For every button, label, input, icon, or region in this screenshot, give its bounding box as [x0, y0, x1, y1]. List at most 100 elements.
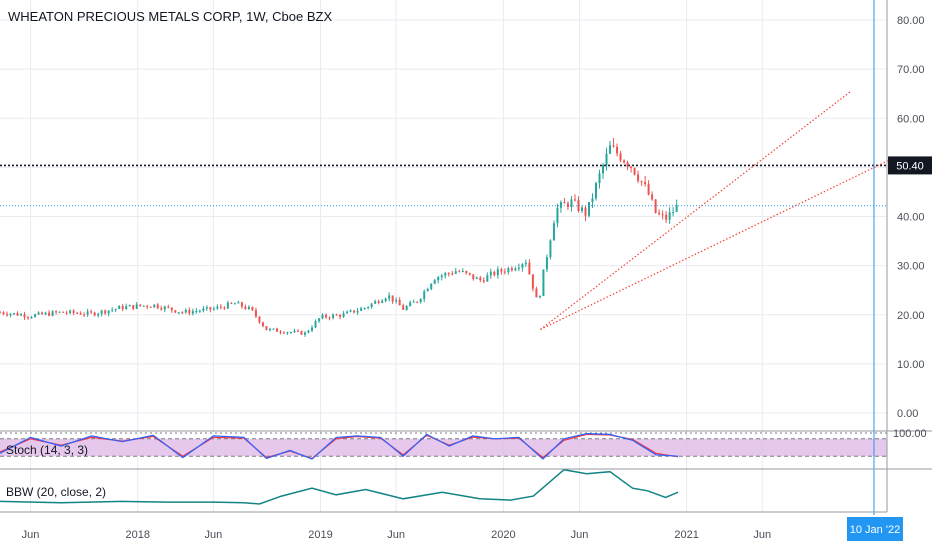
time-tick-label: 2018	[125, 529, 149, 541]
candle-body	[454, 271, 457, 274]
candle-body	[367, 306, 370, 308]
bbw-series	[0, 468, 679, 505]
candle-body	[275, 328, 278, 332]
candle-body	[318, 318, 321, 322]
candle-body	[265, 326, 268, 331]
candle-body	[198, 310, 201, 312]
candle-body	[62, 311, 65, 313]
price-tick-label: 30.00	[897, 261, 925, 273]
candle-body	[97, 313, 100, 316]
candle-body	[55, 311, 58, 313]
price-marker-label: 50.40	[896, 160, 924, 172]
candle-body	[114, 308, 117, 310]
candle-body	[279, 331, 282, 333]
candle-body	[30, 317, 33, 319]
candle-body	[293, 330, 296, 333]
candle-body	[325, 314, 328, 318]
candle-body	[209, 307, 212, 310]
candle-body	[118, 305, 121, 309]
candle-body	[72, 310, 75, 313]
candle-body	[482, 280, 485, 282]
candle-body	[233, 303, 236, 305]
candlestick-series	[0, 138, 678, 337]
chart-title: WHEATON PRECIOUS METALS CORP, 1W, Cboe B…	[8, 9, 333, 24]
candle-body	[300, 330, 303, 335]
candle-body	[282, 332, 285, 334]
candle-body	[370, 303, 373, 307]
candle-body	[465, 271, 468, 273]
candle-body	[163, 306, 166, 310]
trendlines[interactable]	[540, 90, 890, 331]
candle-body	[451, 273, 454, 275]
candle-body	[156, 304, 159, 309]
candle-body	[58, 311, 61, 313]
candle-body	[384, 298, 387, 301]
candle-body	[563, 202, 566, 204]
stoch-series	[0, 432, 679, 460]
candle-body	[637, 174, 640, 182]
candle-body	[437, 277, 440, 281]
candle-body	[598, 173, 601, 184]
candle-body	[356, 310, 359, 313]
candle-body	[254, 310, 257, 317]
candle-body	[83, 314, 86, 316]
candle-body	[644, 181, 647, 185]
candle-body	[573, 199, 576, 201]
candle-body	[531, 274, 534, 289]
candle-body	[188, 309, 191, 314]
time-tick-label: 2021	[674, 529, 698, 541]
price-tick-label: 60.00	[897, 113, 925, 125]
candle-body	[311, 327, 314, 331]
price-tick-label: 70.00	[897, 64, 925, 76]
candle-body	[191, 311, 194, 314]
stoch-legend[interactable]: Stoch (14, 3, 3)	[6, 443, 89, 457]
candle-body	[472, 274, 475, 279]
candle-body	[549, 240, 552, 258]
candle-body	[570, 199, 573, 208]
candle-body	[142, 305, 145, 307]
candle-body	[503, 271, 506, 273]
candle-body	[405, 306, 408, 310]
candle-body	[360, 308, 363, 311]
candle-body	[297, 330, 300, 332]
candle-body	[630, 166, 633, 168]
candle-body	[647, 184, 650, 195]
candle-body	[447, 273, 450, 275]
candle-body	[556, 207, 559, 224]
candle-body	[202, 308, 205, 311]
candle-body	[321, 314, 324, 319]
candle-body	[640, 181, 643, 183]
stoch-band	[0, 432, 887, 457]
candle-body	[651, 194, 654, 200]
candle-body	[609, 145, 612, 154]
grid-lines	[0, 0, 887, 512]
candle-body	[672, 212, 675, 214]
price-tick-label: 10.00	[897, 359, 925, 371]
candle-body	[388, 295, 391, 299]
candle-body	[665, 214, 668, 220]
candle-body	[304, 332, 307, 335]
trendline-2	[540, 159, 890, 331]
candle-body	[332, 314, 335, 319]
candle-body	[661, 214, 664, 216]
reference-lines	[0, 0, 887, 515]
candle-body	[514, 268, 517, 271]
axes	[0, 0, 932, 513]
candle-body	[507, 268, 510, 273]
candle-body	[626, 162, 629, 167]
candle-body	[286, 332, 289, 334]
candle-body	[0, 312, 1, 314]
candle-body	[398, 299, 401, 306]
candle-body	[468, 272, 471, 275]
candle-body	[605, 153, 608, 166]
candle-body	[658, 212, 661, 215]
candle-body	[93, 312, 96, 316]
candle-body	[251, 306, 254, 311]
candle-body	[616, 146, 619, 154]
bbw-legend[interactable]: BBW (20, close, 2)	[6, 485, 107, 499]
candle-body	[496, 269, 499, 276]
candle-body	[132, 305, 135, 309]
candle-body	[9, 313, 12, 316]
candle-body	[240, 302, 243, 307]
